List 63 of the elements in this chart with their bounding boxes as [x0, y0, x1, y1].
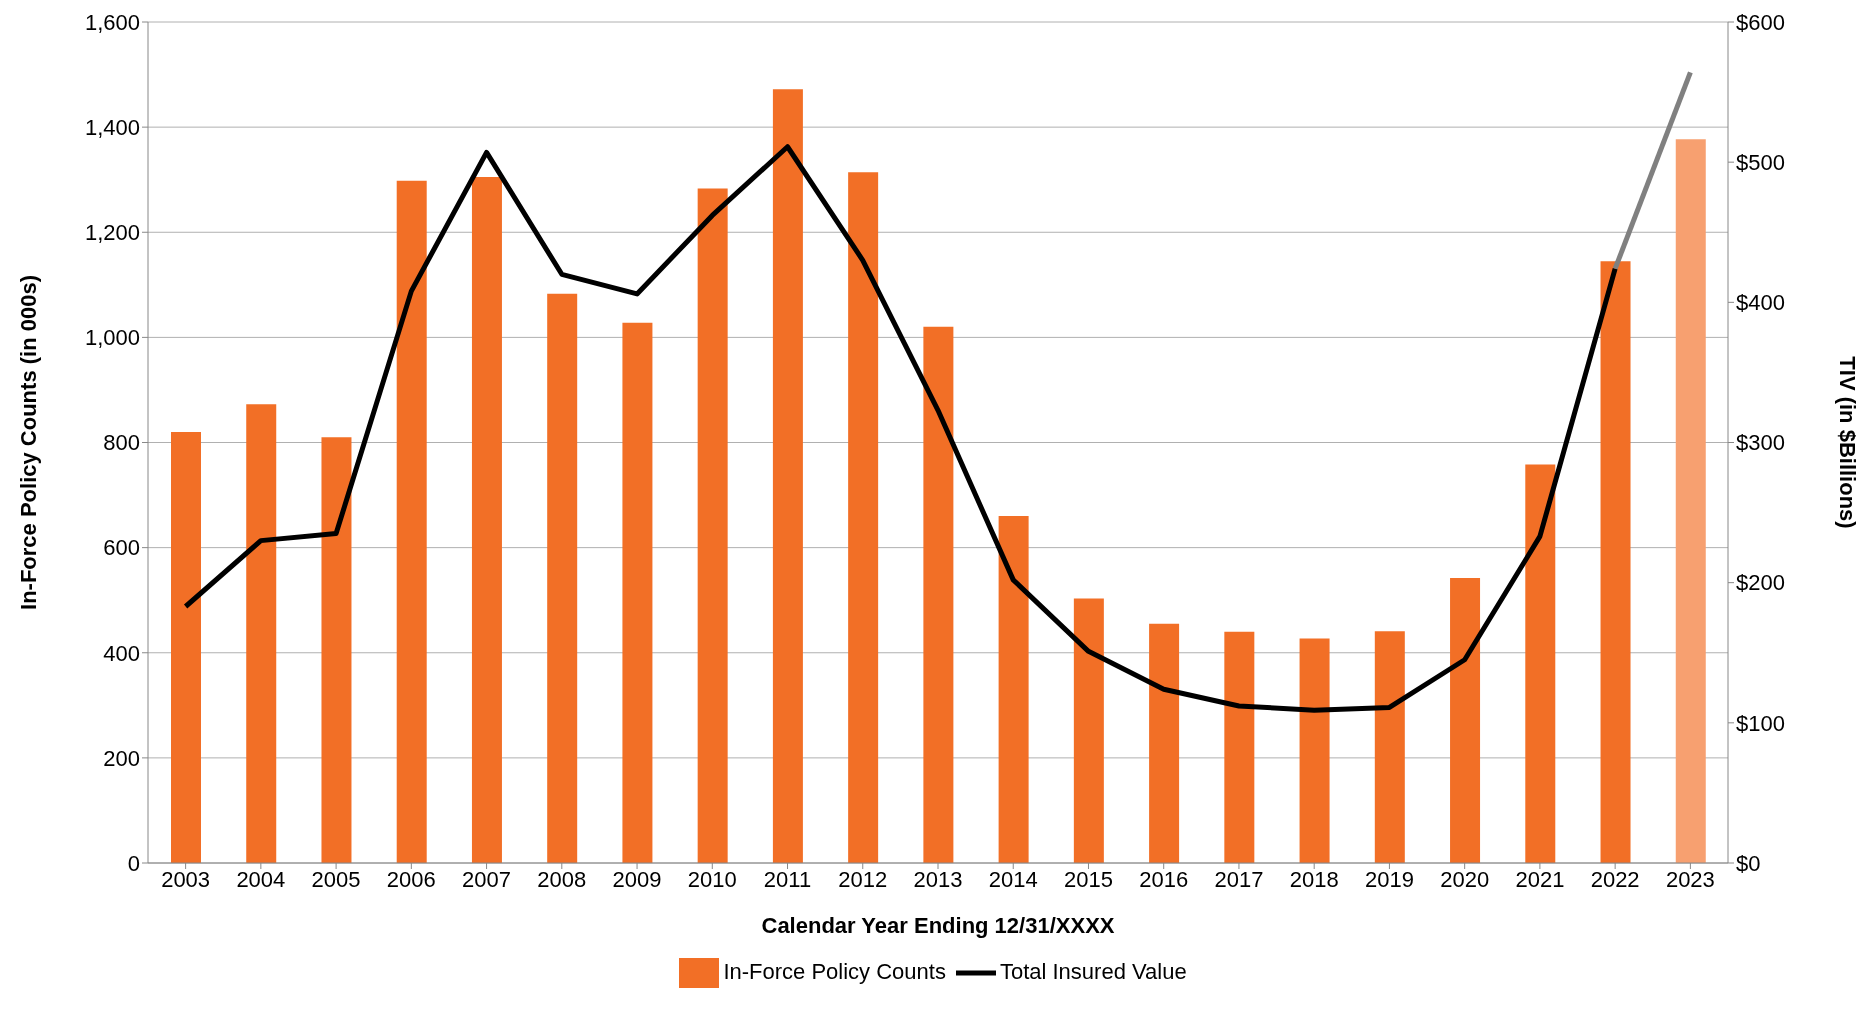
bar — [1073, 598, 1104, 863]
bar — [246, 404, 277, 863]
x-tick-label: 2019 — [1364, 866, 1414, 892]
y2-axis-title: TIV (in $Billions) — [1835, 356, 1861, 529]
x-tick-label: 2010 — [687, 866, 737, 892]
bar — [772, 89, 803, 863]
x-tick-label: 2017 — [1214, 866, 1264, 892]
bar — [1149, 623, 1180, 863]
bar — [923, 326, 954, 863]
x-tick-label: 2022 — [1590, 866, 1640, 892]
legend-label: In-Force Policy Counts — [723, 958, 946, 984]
x-tick-label: 2015 — [1064, 866, 1113, 892]
bar — [171, 431, 201, 863]
y-tick-label: 1,600 — [84, 9, 140, 35]
x-tick-label: 2016 — [1139, 866, 1189, 892]
x-tick-label: 2008 — [537, 866, 587, 892]
y-tick-label: 1,200 — [84, 220, 140, 246]
y-tick-label: 400 — [103, 640, 140, 666]
x-tick-label: 2012 — [838, 866, 888, 892]
bar — [622, 322, 653, 863]
y-tick-label: 800 — [103, 430, 140, 456]
x-tick-label: 2021 — [1515, 866, 1565, 892]
bar — [1450, 578, 1481, 863]
legend-label: Total Insured Value — [999, 958, 1187, 984]
x-tick-label: 2011 — [763, 866, 812, 892]
y-tick-label: 0 — [127, 850, 140, 876]
bar — [547, 293, 578, 863]
x-axis-title: Calendar Year Ending 12/31/XXXX — [761, 913, 1115, 938]
x-tick-label: 2013 — [913, 866, 963, 892]
y-axis-title: In-Force Policy Counts (in 000s) — [15, 275, 41, 610]
y2-tick-label: $400 — [1736, 290, 1785, 316]
y2-tick-label: $200 — [1736, 570, 1785, 596]
bar — [1224, 631, 1255, 863]
y-tick-label: 1,400 — [84, 114, 140, 140]
bar — [471, 177, 502, 863]
x-tick-label: 2020 — [1440, 866, 1490, 892]
x-tick-label: 2003 — [161, 866, 211, 892]
bar — [697, 188, 728, 863]
y2-tick-label: $100 — [1736, 710, 1785, 736]
bar — [1600, 261, 1631, 863]
y2-tick-label: $300 — [1736, 430, 1785, 456]
y2-tick-label: $600 — [1736, 9, 1785, 35]
x-tick-label: 2014 — [988, 866, 1038, 892]
bar — [1299, 638, 1330, 863]
x-tick-label: 2004 — [236, 866, 286, 892]
x-tick-label: 2006 — [386, 866, 436, 892]
bar — [396, 180, 427, 863]
x-tick-label: 2018 — [1289, 866, 1339, 892]
bar — [1675, 139, 1706, 863]
y2-tick-label: $0 — [1736, 850, 1761, 876]
y2-tick-label: $500 — [1736, 149, 1785, 175]
y-tick-label: 600 — [103, 535, 140, 561]
x-tick-label: 2009 — [612, 866, 662, 892]
bar — [321, 437, 352, 863]
bar — [998, 516, 1029, 863]
y-tick-label: 200 — [103, 745, 140, 771]
x-tick-label: 2005 — [311, 866, 361, 892]
x-tick-label: 2007 — [462, 866, 512, 892]
bar — [848, 172, 879, 863]
bar — [1525, 464, 1556, 863]
x-tick-label: 2023 — [1665, 866, 1715, 892]
bar — [1374, 631, 1405, 863]
y-tick-label: 1,000 — [84, 325, 140, 351]
